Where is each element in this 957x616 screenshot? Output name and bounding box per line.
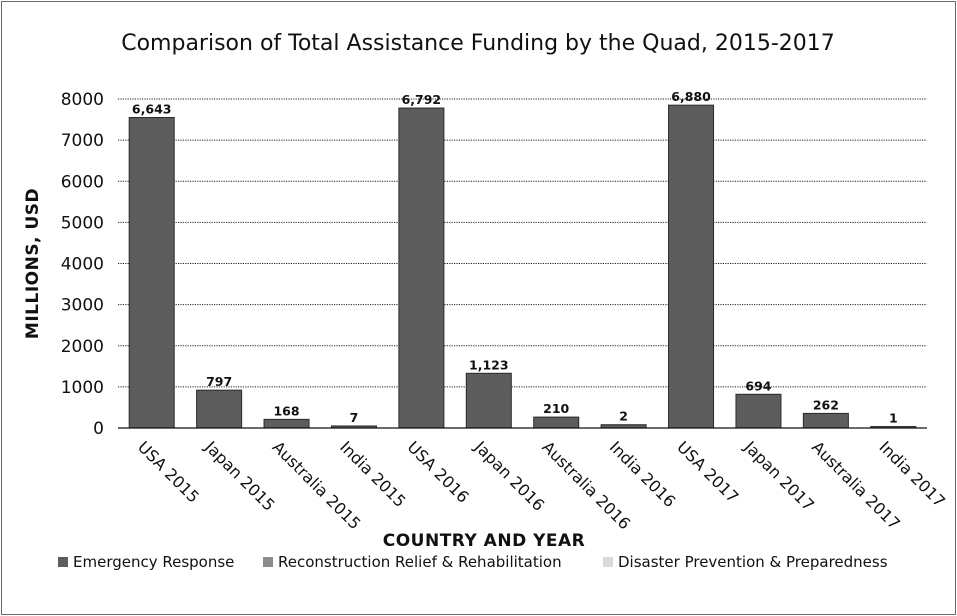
- x-tick-label: USA 2015: [134, 437, 203, 506]
- y-tick-label: 0: [93, 419, 104, 439]
- bar: [128, 117, 175, 429]
- gridlines: [118, 98, 927, 388]
- x-tick-label: India 2015: [336, 437, 410, 511]
- data-label: 210: [543, 401, 569, 416]
- legend-label: Reconstruction Relief & Rehabilitation: [278, 553, 562, 571]
- x-tick-label: Japan 2017: [740, 437, 818, 515]
- y-tick-label: 6000: [61, 172, 104, 192]
- y-axis-title: MILLIONS, USD: [23, 188, 43, 339]
- bar: [735, 393, 782, 429]
- x-axis-title: COUNTRY AND YEAR: [383, 531, 586, 551]
- bar: [802, 412, 849, 429]
- bar: [196, 389, 243, 429]
- y-tick-labels: 0 1000 2000 3000 4000 5000 6000 7000 8000: [61, 90, 104, 439]
- legend-label: Disaster Prevention & Preparedness: [618, 553, 888, 571]
- y-tick-label: 2000: [61, 337, 104, 357]
- legend-swatch: [603, 557, 613, 567]
- data-label: 262: [813, 397, 839, 412]
- data-label: 6,880: [671, 89, 711, 104]
- data-labels: 6,643 797 168 7 6,792 1,123 210 2 6,880 694 262 1: [132, 89, 898, 425]
- bar: [398, 107, 445, 429]
- y-tick-label: 8000: [61, 90, 104, 110]
- bar: [465, 372, 512, 429]
- y-tick-label: 4000: [61, 255, 104, 275]
- bars: [128, 104, 917, 429]
- legend-swatch: [58, 557, 68, 567]
- x-tick-label: Japan 2016: [470, 437, 548, 515]
- data-label: 694: [745, 378, 771, 393]
- legend: Emergency Response Reconstruction Relief …: [58, 553, 888, 571]
- data-label: 797: [206, 374, 232, 389]
- x-tick-label: India 2016: [606, 437, 680, 511]
- data-label: 1,123: [469, 357, 509, 372]
- data-label: 2: [619, 409, 628, 424]
- chart-title: Comparison of Total Assistance Funding b…: [121, 31, 835, 56]
- data-label: 1: [889, 411, 898, 426]
- legend-label: Emergency Response: [73, 553, 234, 571]
- bar: [263, 418, 310, 429]
- legend-swatch: [263, 557, 273, 567]
- y-tick-label: 5000: [61, 213, 104, 233]
- data-label: 7: [350, 410, 359, 425]
- x-tick-label: India 2017: [875, 437, 949, 511]
- x-tick-label: USA 2016: [404, 437, 473, 506]
- data-label: 168: [273, 403, 299, 418]
- data-label: 6,792: [402, 92, 442, 107]
- y-tick-label: 3000: [61, 296, 104, 316]
- y-tick-label: 7000: [61, 131, 104, 151]
- bar: [668, 104, 715, 429]
- x-tick-label: USA 2017: [673, 437, 742, 506]
- data-label: 6,643: [132, 102, 172, 117]
- bar: [533, 416, 580, 429]
- x-tick-label: Japan 2015: [201, 437, 279, 515]
- y-tick-label: 1000: [61, 378, 104, 398]
